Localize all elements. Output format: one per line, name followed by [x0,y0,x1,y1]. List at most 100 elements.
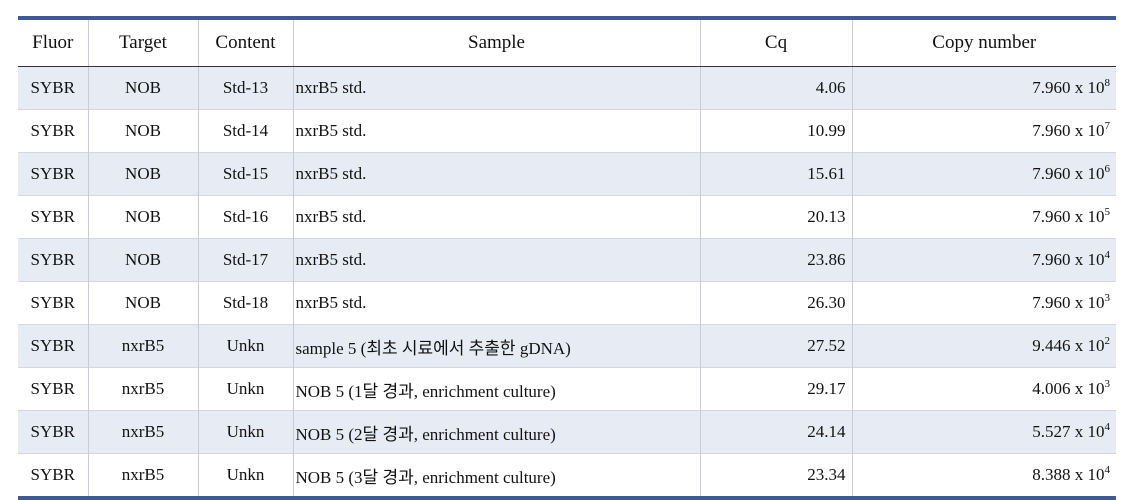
table-row: SYBR NOB Std-15 nxrB5 std. 15.61 7.960 x 106 [18,152,1116,196]
copy-exponent: 4 [1104,421,1111,433]
column-header: Cq [699,18,852,67]
copy-number-cell: 8.388 x 104 [851,453,1116,498]
copy-number-cell: 7.960 x 107 [851,109,1116,153]
results-table: Fluor Target Content Sample Cq Copy number SY… [18,16,1116,500]
table-cell: nxrB5 std. [292,109,700,153]
table-cell: Unkn [197,453,293,498]
table-cell: Std-15 [197,152,293,196]
copy-number-cell: 7.960 x 108 [851,66,1116,110]
table-cell: 29.17 [699,367,852,411]
table-cell: NOB 5 (2달 경과, enrichment culture) [292,410,700,454]
table-cell: nxrB5 [87,367,198,411]
table-cell: nxrB5 std. [292,238,700,282]
copy-exponent: 4 [1104,464,1111,476]
table-cell: 4.06 [699,66,852,110]
table-row: SYBR nxrB5 Unkn NOB 5 (3달 경과, enrichment cu… [18,453,1116,498]
column-header: Sample [292,18,700,67]
table-cell: 10.99 [699,109,852,153]
table-row: SYBR NOB Std-13 nxrB5 std. 4.06 7.960 x 108 [18,66,1116,110]
copy-mantissa: 9.446 x 10 [1032,336,1105,355]
table-cell: NOB 5 (3달 경과, enrichment culture) [292,453,700,498]
table-cell: nxrB5 std. [292,195,700,239]
table-wrap: Fluor Target Content Sample Cq Copy number SY… [18,16,1116,500]
copy-exponent: 5 [1104,206,1111,218]
table-cell: Unkn [197,367,293,411]
table-cell: SYBR [18,66,88,110]
copy-exponent: 3 [1104,378,1111,390]
copy-exponent: 8 [1104,77,1111,89]
table-cell: NOB [87,195,198,239]
table-cell: 27.52 [699,324,852,368]
table-cell: nxrB5 std. [292,152,700,196]
table-cell: NOB 5 (1달 경과, enrichment culture) [292,367,700,411]
copy-number-cell: 7.960 x 105 [851,195,1116,239]
copy-number-cell: 7.960 x 104 [851,238,1116,282]
table-cell: Unkn [197,324,293,368]
column-header: Fluor [18,18,88,67]
table-cell: nxrB5 std. [292,66,700,110]
copy-exponent: 7 [1104,120,1111,132]
table-row: SYBR NOB Std-17 nxrB5 std. 23.86 7.960 x 104 [18,238,1116,282]
table-row: SYBR nxrB5 Unkn sample 5 (최초 시료에서 추출한 gDNA)… [18,324,1116,368]
table-cell: nxrB5 [87,410,198,454]
copy-exponent: 4 [1104,249,1111,261]
table-cell: 26.30 [699,281,852,325]
copy-exponent: 2 [1104,335,1111,347]
table-cell: 24.14 [699,410,852,454]
column-header: Copy number [851,18,1116,67]
copy-number-cell: 7.960 x 106 [851,152,1116,196]
table-cell: SYBR [18,238,88,282]
table-cell: Std-13 [197,66,293,110]
copy-mantissa: 4.006 x 10 [1032,379,1105,398]
copy-number-cell: 7.960 x 103 [851,281,1116,325]
table-row: SYBR nxrB5 Unkn NOB 5 (2달 경과, enrichment cu… [18,410,1116,454]
copy-exponent: 3 [1104,292,1111,304]
table-cell: Unkn [197,410,293,454]
table-cell: SYBR [18,367,88,411]
table-cell: 15.61 [699,152,852,196]
table-cell: Std-16 [197,195,293,239]
table-cell: nxrB5 std. [292,281,700,325]
table-row: SYBR NOB Std-14 nxrB5 std. 10.99 7.960 x 107 [18,109,1116,153]
table-cell: nxrB5 [87,453,198,498]
table-cell: Std-14 [197,109,293,153]
table-cell: sample 5 (최초 시료에서 추출한 gDNA) [292,324,700,368]
table-cell: SYBR [18,109,88,153]
table-cell: SYBR [18,453,88,498]
copy-mantissa: 7.960 x 10 [1032,250,1105,269]
table-cell: Std-17 [197,238,293,282]
table-cell: nxrB5 [87,324,198,368]
table-cell: SYBR [18,410,88,454]
table-cell: SYBR [18,152,88,196]
table-cell: 23.34 [699,453,852,498]
copy-mantissa: 5.527 x 10 [1032,422,1105,441]
copy-mantissa: 7.960 x 10 [1032,164,1105,183]
table-cell: NOB [87,152,198,196]
table-cell: SYBR [18,195,88,239]
copy-number-cell: 5.527 x 104 [851,410,1116,454]
table-cell: NOB [87,66,198,110]
table-cell: SYBR [18,324,88,368]
copy-number-cell: 4.006 x 103 [851,367,1116,411]
header-row: Fluor Target Content Sample Cq Copy number [18,18,1116,67]
copy-mantissa: 7.960 x 10 [1032,293,1105,312]
table-cell: NOB [87,109,198,153]
table-body: SYBR NOB Std-13 nxrB5 std. 4.06 7.960 x 108 SY… [18,66,1116,498]
copy-exponent: 6 [1104,163,1111,175]
table-cell: NOB [87,281,198,325]
table-row: SYBR nxrB5 Unkn NOB 5 (1달 경과, enrichment cu… [18,367,1116,411]
table-cell: Std-18 [197,281,293,325]
table-cell: 20.13 [699,195,852,239]
copy-mantissa: 7.960 x 10 [1032,78,1105,97]
copy-mantissa: 7.960 x 10 [1032,121,1105,140]
table-row: SYBR NOB Std-18 nxrB5 std. 26.30 7.960 x 103 [18,281,1116,325]
table-row: SYBR NOB Std-16 nxrB5 std. 20.13 7.960 x 105 [18,195,1116,239]
copy-mantissa: 7.960 x 10 [1032,207,1105,226]
copy-mantissa: 8.388 x 10 [1032,465,1105,484]
column-header: Content [197,18,293,67]
column-header: Target [87,18,198,67]
table-cell: 23.86 [699,238,852,282]
table-cell: SYBR [18,281,88,325]
table-cell: NOB [87,238,198,282]
